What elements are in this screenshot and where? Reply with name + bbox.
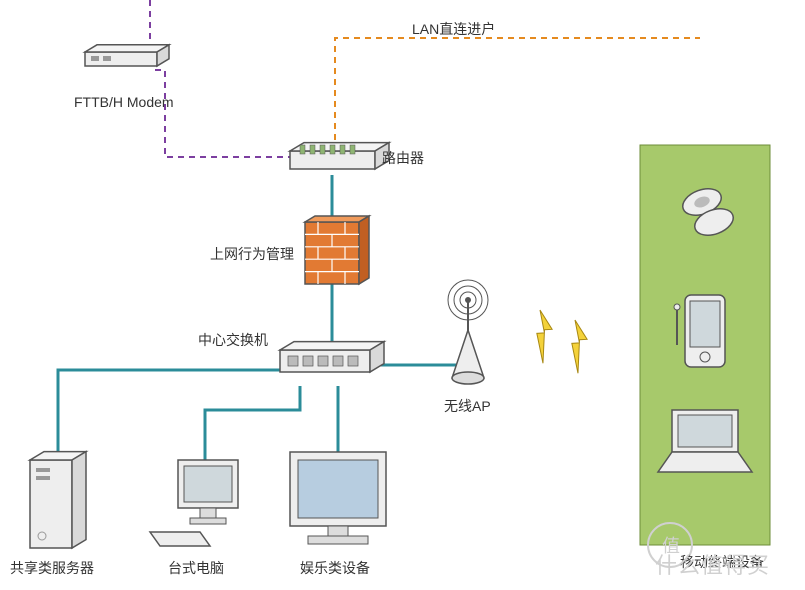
- label-server: 共享类服务器: [10, 558, 94, 578]
- edge-switch-pc: [205, 386, 300, 460]
- label-switch: 中心交换机: [198, 330, 268, 350]
- label-router: 路由器: [382, 148, 424, 168]
- firewall-icon: [305, 216, 369, 284]
- label-tv: 娱乐类设备: [300, 558, 370, 578]
- edge-modem-router: [155, 70, 290, 157]
- label-modem: FTTB/H Modem: [74, 94, 174, 110]
- watermark: 什么值得买: [655, 548, 770, 580]
- modem-icon: [85, 45, 169, 66]
- edge-router-lan: [335, 38, 700, 140]
- label-lan: LAN直连进户: [412, 19, 495, 39]
- label-pc: 台式电脑: [168, 558, 224, 578]
- lightning-icon-1: [558, 320, 594, 373]
- pc-icon: [150, 460, 238, 546]
- ap-icon: [448, 280, 488, 384]
- lightning-icon-0: [523, 310, 559, 363]
- edge-switch-server: [58, 370, 280, 460]
- switch-icon: [280, 342, 384, 372]
- label-behavior: 上网行为管理: [210, 244, 294, 264]
- router-icon: [290, 143, 389, 169]
- tv-icon: [290, 452, 386, 544]
- laptop-icon: [658, 410, 752, 472]
- label-ap: 无线AP: [444, 396, 491, 416]
- server-icon: [30, 452, 86, 548]
